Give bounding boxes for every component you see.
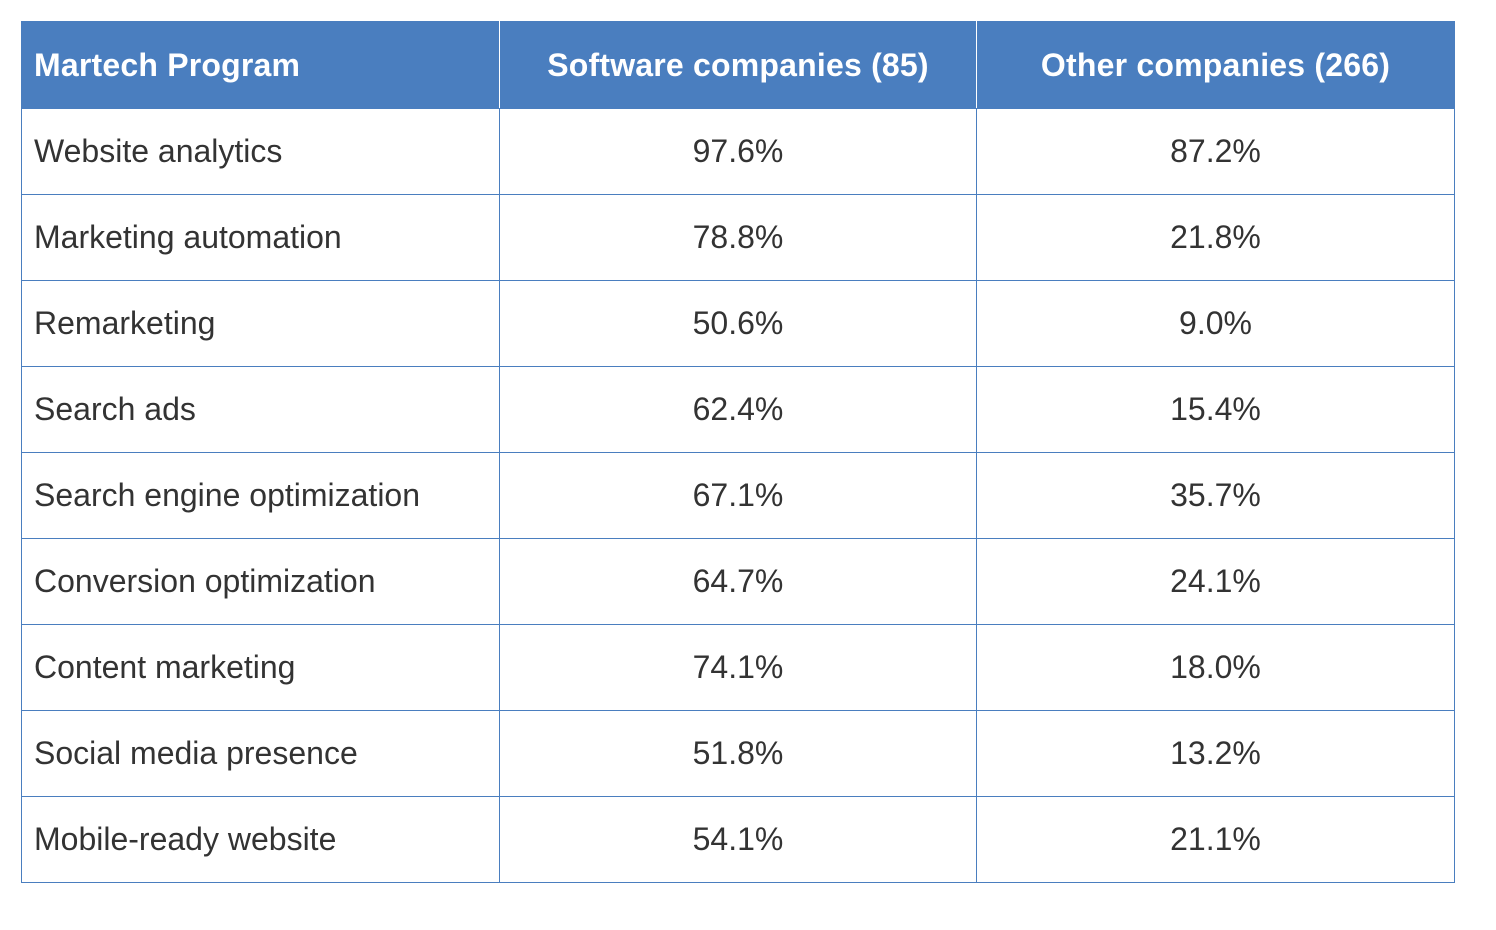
software-value-cell: 97.6% [499,108,977,195]
table-body: Website analytics 97.6% 87.2% Marketing … [21,108,1455,883]
program-cell: Mobile-ready website [21,796,500,883]
software-value-cell: 74.1% [499,624,977,711]
software-value-cell: 78.8% [499,194,977,281]
table-row: Remarketing 50.6% 9.0% [21,280,1455,367]
table-row: Content marketing 74.1% 18.0% [21,624,1455,711]
other-value-cell: 21.1% [976,796,1455,883]
software-value-cell: 54.1% [499,796,977,883]
table-row: Social media presence 51.8% 13.2% [21,710,1455,797]
table-row: Mobile-ready website 54.1% 21.1% [21,796,1455,883]
other-value-cell: 35.7% [976,452,1455,539]
other-value-cell: 87.2% [976,108,1455,195]
program-cell: Content marketing [21,624,500,711]
program-cell: Social media presence [21,710,500,797]
software-value-cell: 50.6% [499,280,977,367]
program-cell: Website analytics [21,108,500,195]
header-row: Martech Program Software companies (85) … [21,21,1455,109]
software-value-cell: 67.1% [499,452,977,539]
table-row: Search engine optimization 67.1% 35.7% [21,452,1455,539]
program-cell: Search engine optimization [21,452,500,539]
header-program: Martech Program [21,21,500,109]
program-cell: Search ads [21,366,500,453]
program-cell: Marketing automation [21,194,500,281]
program-cell: Remarketing [21,280,500,367]
other-value-cell: 21.8% [976,194,1455,281]
other-value-cell: 18.0% [976,624,1455,711]
software-value-cell: 64.7% [499,538,977,625]
other-value-cell: 24.1% [976,538,1455,625]
header-other-companies: Other companies (266) [976,21,1455,109]
other-value-cell: 13.2% [976,710,1455,797]
table-row: Conversion optimization 64.7% 24.1% [21,538,1455,625]
software-value-cell: 62.4% [499,366,977,453]
table-row: Website analytics 97.6% 87.2% [21,108,1455,195]
software-value-cell: 51.8% [499,710,977,797]
martech-table-container: Martech Program Software companies (85) … [21,21,1455,883]
other-value-cell: 9.0% [976,280,1455,367]
martech-table: Martech Program Software companies (85) … [21,21,1455,883]
table-row: Marketing automation 78.8% 21.8% [21,194,1455,281]
program-cell: Conversion optimization [21,538,500,625]
header-software-companies: Software companies (85) [499,21,977,109]
table-row: Search ads 62.4% 15.4% [21,366,1455,453]
other-value-cell: 15.4% [976,366,1455,453]
